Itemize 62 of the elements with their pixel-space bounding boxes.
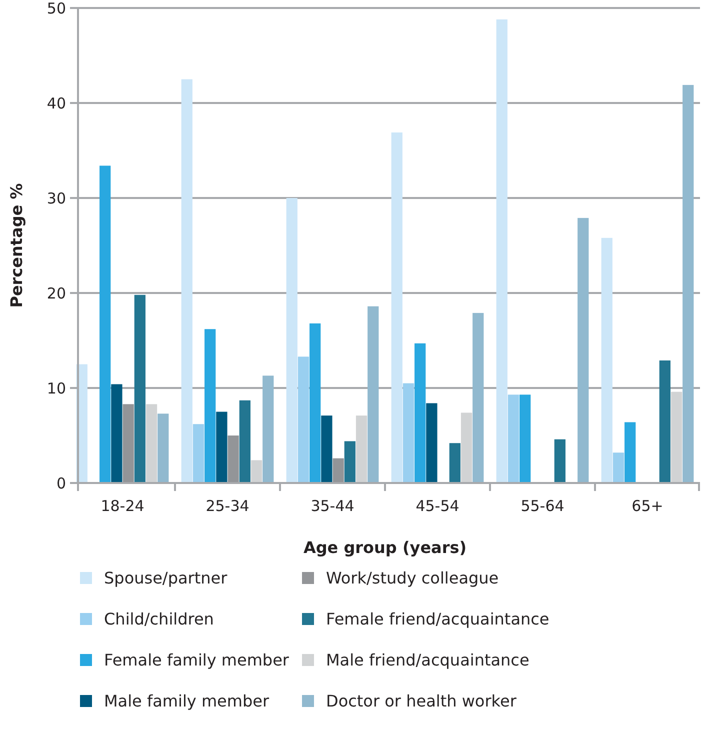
bar	[402, 383, 414, 483]
bar	[554, 439, 566, 483]
x-tick-label: 65+	[632, 497, 664, 515]
bar	[520, 394, 531, 483]
legend-label: Child/children	[104, 610, 214, 629]
bar	[321, 416, 332, 483]
bar	[682, 84, 694, 483]
y-tick-label: 10	[46, 379, 66, 398]
bar	[414, 343, 426, 483]
bar	[216, 412, 228, 483]
bar	[356, 416, 368, 483]
bar	[578, 218, 589, 483]
bar	[122, 404, 134, 483]
bar	[228, 436, 239, 483]
x-tick-label: 45-54	[416, 497, 460, 515]
legend-label: Work/study colleague	[326, 568, 499, 588]
bar	[181, 79, 192, 483]
legend-label: Male family member	[104, 692, 270, 711]
bar	[286, 198, 298, 483]
bar	[250, 460, 262, 483]
x-tick-label: 55-64	[520, 497, 564, 515]
legend-label: Male friend/acquaintance	[326, 650, 530, 670]
x-tick-label: 25-34	[206, 497, 250, 515]
bar	[612, 452, 624, 483]
bar	[332, 458, 344, 483]
y-axis-title: Percentage %	[7, 183, 26, 308]
bar	[460, 412, 472, 483]
bar	[310, 323, 321, 483]
bar	[158, 414, 169, 483]
legend-label: Doctor or health worker	[326, 692, 517, 711]
bar	[100, 166, 111, 483]
bar	[344, 441, 356, 483]
bar	[262, 376, 274, 483]
bar	[670, 392, 682, 483]
bar	[146, 404, 158, 483]
x-tick-label: 35-44	[310, 497, 354, 515]
bar	[659, 360, 670, 483]
bar	[239, 400, 250, 483]
bar	[368, 306, 379, 483]
y-tick-label: 50	[46, 0, 66, 18]
bar	[192, 424, 204, 483]
x-axis-title: Age group (years)	[303, 538, 467, 557]
bar	[508, 394, 520, 483]
bar	[426, 403, 438, 483]
legend-label: Female friend/acquaintance	[326, 610, 550, 629]
y-tick-label: 40	[46, 94, 66, 112]
x-tick-label: 18-24	[100, 497, 144, 515]
bar	[134, 294, 146, 483]
bar	[111, 384, 122, 483]
legend-label: Female family member	[104, 650, 290, 670]
bar	[601, 238, 612, 483]
y-tick-label: 0	[56, 474, 66, 492]
bar	[298, 356, 310, 483]
bar	[449, 443, 460, 483]
bar	[472, 312, 484, 483]
y-tick-label: 30	[46, 189, 66, 208]
bar	[204, 329, 216, 483]
y-tick-label: 20	[46, 284, 66, 302]
bar	[496, 19, 508, 483]
bar	[624, 422, 636, 483]
legend-label: Spouse/partner	[104, 568, 228, 588]
bar	[391, 132, 402, 483]
